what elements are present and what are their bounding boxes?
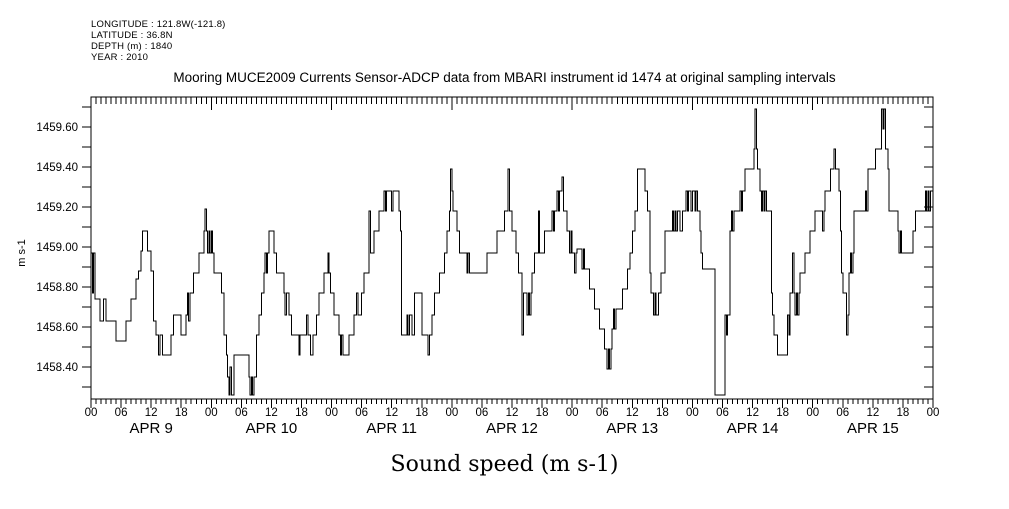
y-tick-label: 1458.60 xyxy=(36,322,78,334)
hour-tick-label: 00 xyxy=(205,407,218,419)
hour-tick-label: 00 xyxy=(686,407,699,419)
y-tick-label: 1458.80 xyxy=(36,282,78,294)
hour-tick-label: 12 xyxy=(145,407,158,419)
hour-tick-label: 18 xyxy=(536,407,549,419)
day-label: APR 14 xyxy=(727,420,779,437)
hour-tick-label: 00 xyxy=(806,407,819,419)
plot-frame xyxy=(90,96,934,400)
hour-tick-label: 00 xyxy=(927,407,940,419)
hour-tick-label: 18 xyxy=(776,407,789,419)
hour-tick-label: 06 xyxy=(836,407,849,419)
y-tick-label: 1459.20 xyxy=(36,202,78,214)
hour-tick-label: 12 xyxy=(626,407,639,419)
hour-tick-label: 06 xyxy=(235,407,248,419)
plot-title: Mooring MUCE2009 Currents Sensor-ADCP da… xyxy=(173,70,836,85)
sound-speed-series xyxy=(91,108,933,396)
day-label: APR 12 xyxy=(486,420,538,437)
day-label: APR 10 xyxy=(246,420,298,437)
y-tick-label: 1458.40 xyxy=(36,362,78,374)
hour-tick-label: 18 xyxy=(295,407,308,419)
longitude-label: LONGITUDE : 121.8W(-121.8) xyxy=(91,19,226,30)
x-axis-caption: Sound speed (m s-1) xyxy=(390,452,619,477)
hour-tick-label: 00 xyxy=(325,407,338,419)
y-tick-label: 1459.40 xyxy=(36,162,78,174)
metadata-block: LONGITUDE : 121.8W(-121.8) LATITUDE : 36… xyxy=(91,19,226,63)
hour-tick-label: 12 xyxy=(385,407,398,419)
day-label: APR 13 xyxy=(606,420,658,437)
hour-tick-label: 18 xyxy=(415,407,428,419)
y-tick-label: 1459.00 xyxy=(36,242,78,254)
hour-tick-label: 18 xyxy=(175,407,188,419)
hour-tick-label: 00 xyxy=(85,407,98,419)
hour-tick-label: 18 xyxy=(656,407,669,419)
hour-tick-label: 12 xyxy=(866,407,879,419)
depth-label: DEPTH (m) : 1840 xyxy=(91,41,173,52)
hour-tick-label: 06 xyxy=(476,407,489,419)
y-axis-label: m s-1 xyxy=(16,239,28,267)
year-label: YEAR : 2010 xyxy=(91,52,149,63)
day-label: APR 9 xyxy=(129,420,172,437)
hour-tick-label: 00 xyxy=(566,407,579,419)
hour-tick-label: 12 xyxy=(506,407,519,419)
day-label: APR 15 xyxy=(847,420,899,437)
hour-tick-label: 12 xyxy=(746,407,759,419)
hour-tick-label: 18 xyxy=(897,407,910,419)
hour-tick-label: 06 xyxy=(716,407,729,419)
latitude-label: LATITUDE : 36.8N xyxy=(91,30,173,41)
hour-tick-label: 06 xyxy=(355,407,368,419)
hour-tick-label: 06 xyxy=(115,407,128,419)
hour-tick-label: 06 xyxy=(596,407,609,419)
y-tick-label: 1459.60 xyxy=(36,122,78,134)
hour-tick-label: 12 xyxy=(265,407,278,419)
hour-tick-label: 00 xyxy=(445,407,458,419)
day-label: APR 11 xyxy=(366,420,417,437)
